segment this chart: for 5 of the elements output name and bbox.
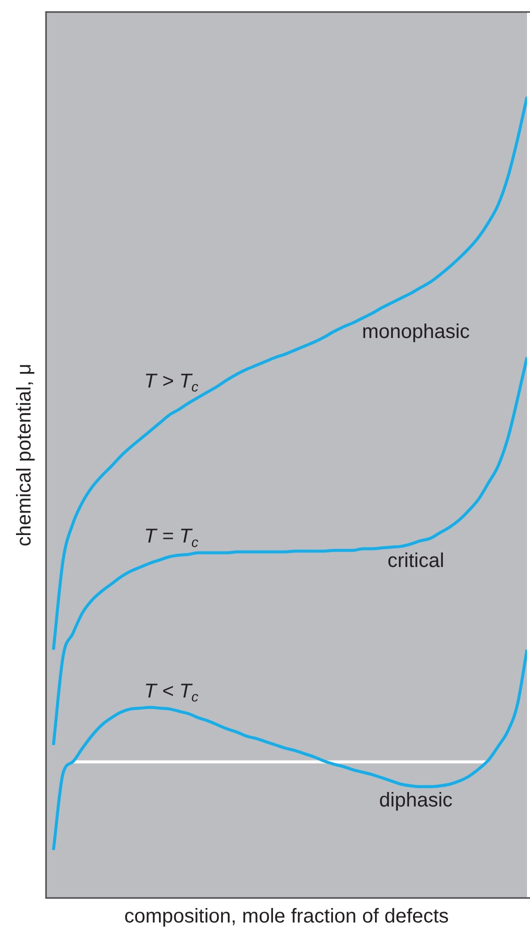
annotation: monophasic	[362, 321, 470, 344]
y-axis-title: chemical potential, μ	[14, 364, 36, 546]
annotation: diphasic	[379, 790, 453, 812]
x-axis-title: composition, mole fraction of defects	[124, 906, 449, 928]
annotation: critical	[388, 550, 444, 572]
